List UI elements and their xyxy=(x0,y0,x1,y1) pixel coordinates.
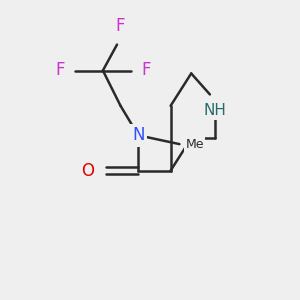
Text: O: O xyxy=(81,162,94,180)
Text: Me: Me xyxy=(185,138,204,151)
Text: NH: NH xyxy=(203,103,226,118)
Text: F: F xyxy=(116,17,125,35)
Text: F: F xyxy=(55,61,64,80)
Text: F: F xyxy=(141,61,151,80)
Text: N: N xyxy=(132,126,145,144)
